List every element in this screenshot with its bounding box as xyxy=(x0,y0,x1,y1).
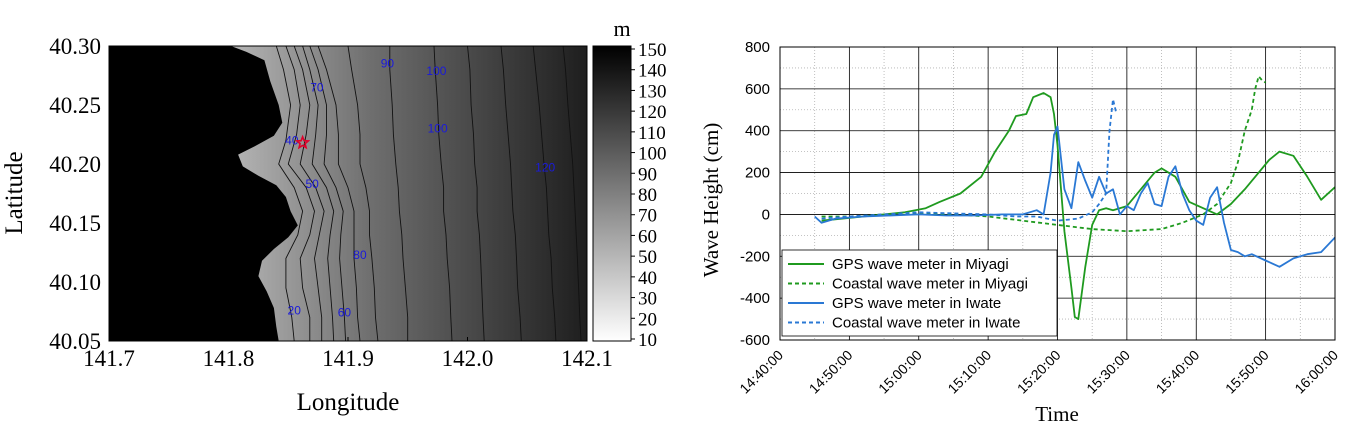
line-y-axis-label: Wave Height (cm) xyxy=(699,123,723,278)
colorbar-tick-label: 110 xyxy=(638,123,666,144)
x-tick-label: 15:30:00 xyxy=(1083,347,1133,397)
contour-line xyxy=(467,46,485,341)
x-tick-label: 15:40:00 xyxy=(1153,347,1203,397)
colorbar-tick-label: 140 xyxy=(638,61,667,82)
legend-label: Coastal wave meter in Iwate xyxy=(832,315,1020,332)
y-tick-label: 40.15 xyxy=(49,211,101,236)
contour-label: 100 xyxy=(426,64,446,78)
y-tick-label: -400 xyxy=(740,290,770,307)
x-tick-label: 14:50:00 xyxy=(806,347,856,397)
contour-label: 40 xyxy=(285,133,299,147)
colorbar-tick-label: 40 xyxy=(638,268,657,289)
y-tick-label: 0 xyxy=(762,206,770,223)
star-marker-icon xyxy=(294,134,311,150)
map-x-axis-label: Longitude xyxy=(297,389,400,416)
x-tick-label: 141.7 xyxy=(83,346,135,371)
y-tick-label: 40.10 xyxy=(49,270,101,295)
contour-label: 120 xyxy=(535,161,555,175)
line-x-axis-label: Time xyxy=(1035,402,1079,425)
colorbar-tick-label: 120 xyxy=(638,102,667,123)
depth-contours xyxy=(275,46,582,341)
x-tick-label: 141.8 xyxy=(203,346,255,371)
colorbar-tick-label: 80 xyxy=(638,185,657,206)
colorbar-tick-label: 20 xyxy=(638,309,657,330)
map-y-ticks: 40.30 40.25 40.20 40.15 40.10 40.05 xyxy=(49,34,113,354)
wave-height-chart: 800 600 400 200 0 -200 -400 -600 14:40:00 14:50:… xyxy=(699,39,1341,425)
y-ticks: 800 600 400 200 0 -200 -400 -600 xyxy=(740,39,770,349)
colorbar-tick-label: 60 xyxy=(638,226,657,247)
contour-label: 50 xyxy=(305,177,319,191)
y-tick-label: 600 xyxy=(745,81,770,98)
contour-label: 20 xyxy=(288,303,302,317)
y-tick-label: -600 xyxy=(740,332,770,349)
x-tick-label: 15:20:00 xyxy=(1014,347,1064,397)
colorbar-tick-label: 100 xyxy=(638,144,667,165)
contour-line xyxy=(317,46,361,341)
map-x-ticks: 141.7 141.8 141.9 142.0 142.1 xyxy=(83,337,613,371)
x-tick-label: 141.9 xyxy=(322,346,374,371)
contour-label: 70 xyxy=(310,80,324,94)
y-tick-label: 40.25 xyxy=(49,93,101,118)
legend-box xyxy=(781,249,1058,337)
colorbar-tick-label: 130 xyxy=(638,81,667,102)
colorbar-tick-label: 30 xyxy=(638,289,657,310)
series-line xyxy=(821,75,1267,233)
x-tick-label: 14:40:00 xyxy=(736,347,786,397)
plot-frame xyxy=(779,46,1336,341)
colorbar-tick-label: 50 xyxy=(638,247,657,268)
contour-line xyxy=(500,46,522,341)
contour-label: 60 xyxy=(338,306,352,320)
series-line xyxy=(814,125,1335,268)
legend-label: Coastal wave meter in Miyagi xyxy=(832,276,1028,293)
y-tick-label: 400 xyxy=(745,123,770,140)
contour-line xyxy=(562,46,582,341)
y-tick-label: -200 xyxy=(740,248,770,265)
x-tick-label: 15:10:00 xyxy=(944,347,994,397)
series-line xyxy=(821,92,1335,320)
contour-line xyxy=(285,46,315,341)
contour-label: 80 xyxy=(353,248,367,262)
series-lines xyxy=(814,75,1335,320)
contour-label: 100 xyxy=(428,122,448,136)
contour-line xyxy=(309,46,347,341)
x-ticks: 14:40:00 14:50:00 15:00:00 15:10:00 15:20:00… xyxy=(736,347,1341,397)
x-tick-label: 142.0 xyxy=(442,346,494,371)
contour-line xyxy=(433,46,453,341)
colorbar-unit: m xyxy=(613,16,630,41)
x-tick-label: 15:00:00 xyxy=(875,347,925,397)
y-tick-label: 40.30 xyxy=(49,34,101,59)
y-tick-label: 200 xyxy=(745,165,770,182)
colorbar-tick-label: 150 xyxy=(638,40,667,61)
series-line xyxy=(821,98,1118,222)
y-tick-label: 40.20 xyxy=(49,152,101,177)
contour-line xyxy=(302,46,335,341)
y-tick-label: 800 xyxy=(745,39,770,56)
colorbar-tick-label: 10 xyxy=(638,330,657,351)
contour-line xyxy=(532,46,557,341)
contour-labels: 90 100 70 100 40 120 50 80 20 60 xyxy=(285,57,555,320)
map-y-axis-label: Latitude xyxy=(1,151,28,234)
contour-line xyxy=(293,46,325,341)
legend: GPS wave meter in Miyagi Coastal wave met… xyxy=(781,249,1058,337)
contour-label: 90 xyxy=(381,57,395,71)
x-tick-label: 15:50:00 xyxy=(1222,347,1272,397)
x-tick-label: 142.1 xyxy=(561,346,613,371)
contour-line xyxy=(389,46,409,341)
colorbar-tick-label: 70 xyxy=(638,206,657,227)
legend-label: GPS wave meter in Miyagi xyxy=(832,256,1009,273)
legend-label: GPS wave meter in Iwate xyxy=(832,295,1001,312)
y-tick-label: 40.05 xyxy=(49,329,101,354)
x-tick-label: 16:00:00 xyxy=(1291,347,1341,397)
contour-line xyxy=(275,46,304,341)
contour-line xyxy=(347,46,379,341)
colorbar-tick-label: 90 xyxy=(638,164,657,185)
land-mass xyxy=(109,46,298,341)
colorbar-gradient xyxy=(592,45,632,342)
